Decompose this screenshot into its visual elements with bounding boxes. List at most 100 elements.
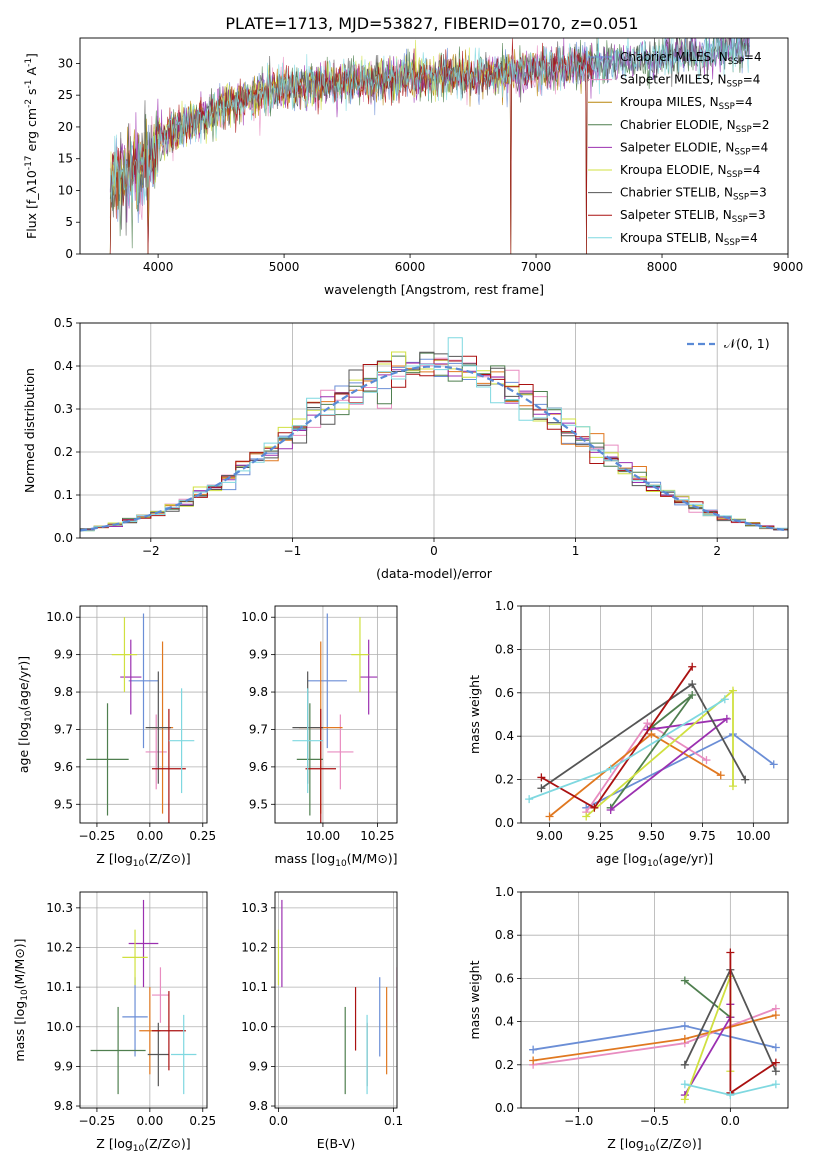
x-tick-label: −0.5	[640, 1114, 669, 1128]
x-tick-label: 6000	[395, 260, 426, 274]
y-tick-label: 0	[65, 247, 73, 261]
weight-lines	[529, 948, 780, 1104]
x-axis-label: Z [log10​(Z/Z⊙)]	[607, 1136, 701, 1154]
x-tick-label: 9.75	[689, 829, 716, 843]
x-tick-label: 0.00	[136, 1114, 163, 1128]
y-tick-label: 10.0	[46, 610, 73, 624]
y-tick-label: 10	[58, 183, 73, 197]
weight-marker	[716, 771, 725, 780]
x-tick-label: 9.00	[536, 829, 563, 843]
y-tick-label: 0.0	[495, 816, 514, 830]
legend-entry: Chabrier STELIB, NSSP​=3	[620, 186, 767, 203]
y-tick-label: 10.1	[46, 980, 73, 994]
x-tick-label: 0	[430, 544, 438, 558]
x-tick-label: −2	[142, 544, 160, 558]
y-tick-label: 9.8	[54, 685, 73, 699]
y-tick-label: 0.8	[495, 642, 514, 656]
y-axis-label: Flux [f_λ10-17​ erg cm-2​ s-1​ A-1​]	[24, 53, 39, 239]
y-axis-label: mass weight	[467, 675, 482, 754]
legend-entry: Kroupa STELIB, NSSP​=4	[620, 231, 758, 248]
weight-marker	[680, 1060, 689, 1069]
legend-entry: Chabrier ELODIE, NSSP​=2	[620, 118, 769, 135]
legend-entry: Kroupa ELODIE, NSSP​=4	[620, 163, 760, 180]
y-tick-label: 10.3	[46, 901, 73, 915]
x-tick-label: 4000	[143, 260, 174, 274]
weight-marker	[680, 1095, 689, 1104]
y-tick-label: 20	[58, 120, 73, 134]
y-tick-label: 0.2	[495, 773, 514, 787]
y-tick-label: 9.8	[54, 1099, 73, 1113]
weight-marker	[680, 1021, 689, 1030]
weight-marker	[726, 1091, 735, 1100]
x-tick-label: 5000	[269, 260, 300, 274]
axes-frame	[79, 605, 208, 824]
axes-frame	[79, 322, 789, 539]
x-axis-label: mass [log10​(M/M⊙)]	[274, 851, 397, 869]
mass-vs-Z-panel: −0.25 0.00 0.25 9.8 9.9 10.0 10.1 10.2 10.3 Z [lo…	[12, 891, 216, 1154]
spectrum-lines	[109, 38, 750, 254]
weight-marker	[537, 784, 546, 793]
y-tick-label: 0.1	[54, 488, 73, 502]
y-tick-label: 30	[58, 56, 73, 70]
y-tick-label: 1.0	[495, 885, 514, 899]
y-tick-label: 0.8	[495, 928, 514, 942]
errorbars	[90, 899, 197, 1095]
weight-marker	[771, 1058, 780, 1067]
legend-entry: Kroupa MILES, NSSP​=4	[620, 95, 753, 112]
weight-marker	[702, 756, 711, 765]
y-tick-label: 0.2	[495, 1058, 514, 1072]
weight-marker	[769, 760, 778, 769]
y-tick-label: 10.1	[241, 980, 268, 994]
y-tick-label: 9.7	[54, 722, 73, 736]
weight-marker	[688, 662, 697, 671]
legend-entry: Chabrier MILES, NSSP​=4	[620, 50, 762, 67]
x-tick-label: 9.25	[587, 829, 614, 843]
y-tick-label: 10.3	[241, 901, 268, 915]
weight-marker	[680, 1080, 689, 1089]
weight-marker	[688, 680, 697, 689]
weight-marker	[606, 805, 615, 814]
y-tick-label: 9.9	[54, 1059, 73, 1073]
y-tick-label: 0.4	[495, 1015, 514, 1029]
weight-marker	[680, 976, 689, 985]
weight-marker	[525, 795, 534, 804]
x-tick-label: 10.00	[306, 829, 340, 843]
x-axis-label: (data-model)/error	[376, 566, 493, 581]
y-axis-label: mass [log10​(M/M⊙)]	[12, 938, 30, 1061]
x-tick-label: −1.0	[564, 1114, 593, 1128]
weight-marker	[582, 812, 591, 821]
x-tick-label: 0.25	[189, 1114, 216, 1128]
y-tick-label: 0.4	[495, 729, 514, 743]
x-tick-label: 9000	[773, 260, 804, 274]
y-tick-label: 0.0	[495, 1101, 514, 1115]
axes-frame	[520, 605, 789, 824]
y-axis-label: age [log10​(age/yr)]	[16, 656, 34, 773]
errorbars	[292, 613, 378, 823]
y-tick-label: 5	[65, 215, 73, 229]
weight-marker	[771, 1080, 780, 1089]
x-axis-label: E(B-V)	[317, 1136, 356, 1151]
figure-title: PLATE=1713, MJD=53827, FIBERID=0170, z=0…	[225, 14, 638, 33]
x-tick-label: −0.25	[79, 1114, 116, 1128]
y-tick-label: 9.8	[249, 1099, 268, 1113]
legend-entry: Salpeter ELODIE, NSSP​=4	[620, 140, 768, 157]
weight-marker	[680, 1034, 689, 1043]
axes-frame	[274, 891, 398, 1109]
x-tick-label: 0.0	[269, 1114, 288, 1128]
y-tick-label: 9.9	[54, 648, 73, 662]
weight-marker	[771, 1067, 780, 1076]
y-tick-label: 0.5	[54, 316, 73, 330]
weight-marker	[728, 782, 737, 791]
y-tick-label: 10.0	[46, 1020, 73, 1034]
y-tick-label: 9.9	[249, 1059, 268, 1073]
x-tick-label: 7000	[521, 260, 552, 274]
axes-frame	[79, 891, 208, 1109]
x-tick-label: 0.25	[189, 829, 216, 843]
weight-marker	[726, 948, 735, 957]
normal-curve	[80, 365, 788, 532]
y-tick-label: 0.0	[54, 531, 73, 545]
y-tick-label: 9.5	[249, 797, 268, 811]
age-vs-mass-panel: 10.00 10.25 9.5 9.6 9.7 9.8 9.9 10.0 mass [log10…	[241, 605, 398, 869]
weight-marker	[722, 714, 731, 723]
